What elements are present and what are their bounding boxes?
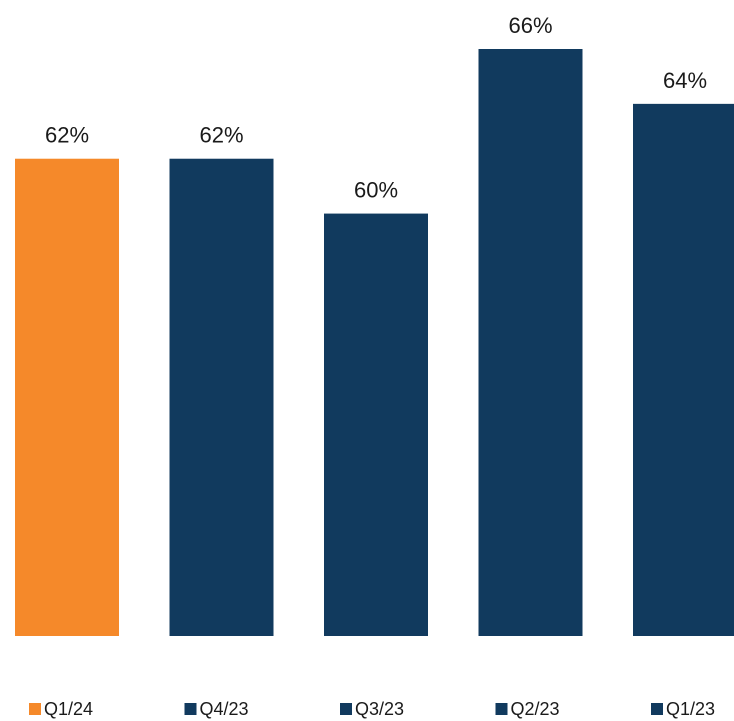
- legend-swatch-Q1-24: [29, 703, 41, 715]
- value-label-Q3-23: 60%: [354, 178, 398, 203]
- bar-Q1-23: [633, 103, 734, 637]
- legend-label-Q4-23: Q4/23: [200, 699, 249, 719]
- legend: Q1/24 Q4/23 Q3/23 Q2/23 Q1/23: [29, 699, 715, 719]
- value-label-Q2-23: 66%: [508, 13, 552, 38]
- value-labels-group: 62% 62% 60% 66% 64%: [45, 13, 707, 203]
- legend-swatch-Q2-23: [495, 703, 508, 715]
- bar-Q1-24: [15, 158, 119, 637]
- bars-group: [15, 49, 734, 637]
- bar-Q4-23: [169, 158, 274, 637]
- legend-label-Q1-24: Q1/24: [44, 699, 93, 719]
- bar-Q2-23: [478, 49, 583, 636]
- legend-label-Q2-23: Q2/23: [511, 699, 560, 719]
- legend-swatch-Q4-23: [184, 703, 197, 715]
- legend-swatch-Q1-23: [651, 703, 663, 715]
- legend-label-Q1-23: Q1/23: [666, 699, 715, 719]
- bar-Q3-23: [324, 213, 428, 636]
- value-label-Q1-23: 64%: [663, 68, 707, 93]
- legend-swatch-Q3-23: [340, 703, 352, 715]
- value-label-Q4-23: 62%: [199, 123, 243, 148]
- legend-label-Q3-23: Q3/23: [355, 699, 404, 719]
- value-label-Q1-24: 62%: [45, 123, 89, 148]
